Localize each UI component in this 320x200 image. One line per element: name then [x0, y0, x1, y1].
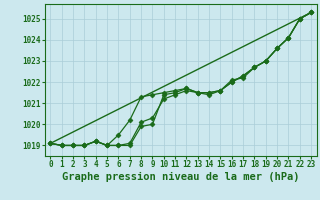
X-axis label: Graphe pression niveau de la mer (hPa): Graphe pression niveau de la mer (hPa)	[62, 172, 300, 182]
